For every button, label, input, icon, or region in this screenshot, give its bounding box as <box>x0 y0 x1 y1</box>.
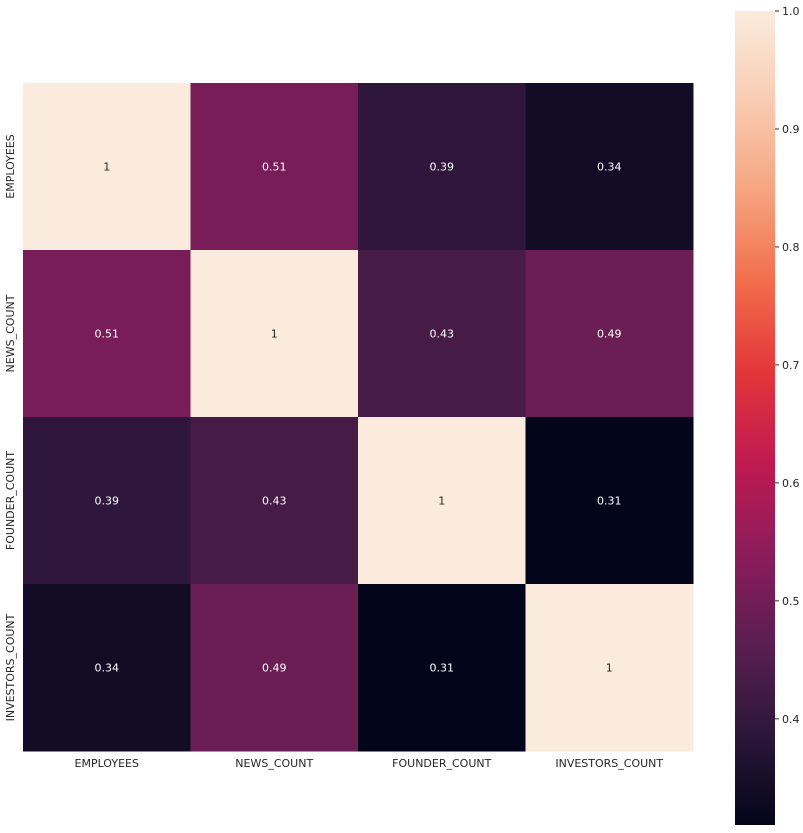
heatmap-cell <box>23 417 191 585</box>
cell-annotation: 0.39 <box>430 161 455 174</box>
colorbar-tick-label: 0.7 <box>782 359 800 372</box>
heatmap-cell <box>190 417 359 585</box>
cell-annotation: 0.43 <box>262 495 287 508</box>
heatmap-cell <box>358 417 526 585</box>
heatmap-cell <box>525 584 694 752</box>
heatmap-cell <box>23 250 191 418</box>
cell-annotation: 1 <box>103 161 110 174</box>
y-tick-label: FOUNDER_COUNT <box>4 451 17 550</box>
x-tick-label: INVESTORS_COUNT <box>555 757 663 770</box>
cell-annotation: 0.31 <box>430 662 455 675</box>
heatmap-cell <box>525 83 694 251</box>
cell-annotation: 0.51 <box>95 328 120 341</box>
x-axis-tick-labels: EMPLOYEES NEWS_COUNT FOUNDER_COUNT INVESTOR… <box>75 757 664 770</box>
y-tick-label: NEWS_COUNT <box>4 294 17 372</box>
colorbar-tick-label: 1.0 <box>782 5 800 18</box>
heatmap-cell <box>190 250 359 418</box>
x-tick-label: FOUNDER_COUNT <box>392 757 491 770</box>
cell-annotation: 0.49 <box>262 662 287 675</box>
heatmap-cell <box>358 584 526 752</box>
cell-annotation: 1 <box>438 495 445 508</box>
cell-annotations: 1 0.51 0.39 0.34 0.51 1 0.43 0.49 0.39 0.43 1 0.31 0… <box>95 161 622 675</box>
cell-annotation: 0.34 <box>95 662 120 675</box>
heatmap-cell <box>525 417 694 585</box>
heatmap-cell <box>358 83 526 251</box>
y-tick-label: INVESTORS_COUNT <box>4 613 17 721</box>
colorbar-tick-label: 0.4 <box>782 713 800 726</box>
cell-annotation: 1 <box>271 328 278 341</box>
colorbar-tick-label: 0.6 <box>782 477 800 490</box>
cell-annotation: 0.49 <box>597 328 622 341</box>
colorbar-tick-label: 0.5 <box>782 595 800 608</box>
heatmap-cells <box>23 83 694 752</box>
colorbar-tick-label: 0.8 <box>782 241 800 254</box>
cell-annotation: 1 <box>606 662 613 675</box>
cell-annotation: 0.51 <box>262 161 287 174</box>
x-tick-label: EMPLOYEES <box>75 757 139 770</box>
heatmap-cell <box>190 584 359 752</box>
colorbar <box>735 11 775 825</box>
y-tick-label: EMPLOYEES <box>4 134 17 198</box>
cell-annotation: 0.39 <box>95 495 120 508</box>
y-axis-tick-labels: EMPLOYEES NEWS_COUNT FOUNDER_COUNT INVESTOR… <box>4 134 17 721</box>
cell-annotation: 0.31 <box>597 495 622 508</box>
heatmap-cell <box>190 83 359 251</box>
heatmap-cell <box>23 83 191 251</box>
heatmap-cell <box>525 250 694 418</box>
cell-annotation: 0.34 <box>597 161 622 174</box>
colorbar-tick-label: 0.9 <box>782 123 800 136</box>
cell-annotation: 0.43 <box>430 328 455 341</box>
x-tick-label: NEWS_COUNT <box>235 757 313 770</box>
heatmap-cell <box>358 250 526 418</box>
colorbar-ticks: 0.4 0.5 0.6 0.7 0.8 0.9 1.0 <box>775 5 800 726</box>
heatmap-cell <box>23 584 191 752</box>
